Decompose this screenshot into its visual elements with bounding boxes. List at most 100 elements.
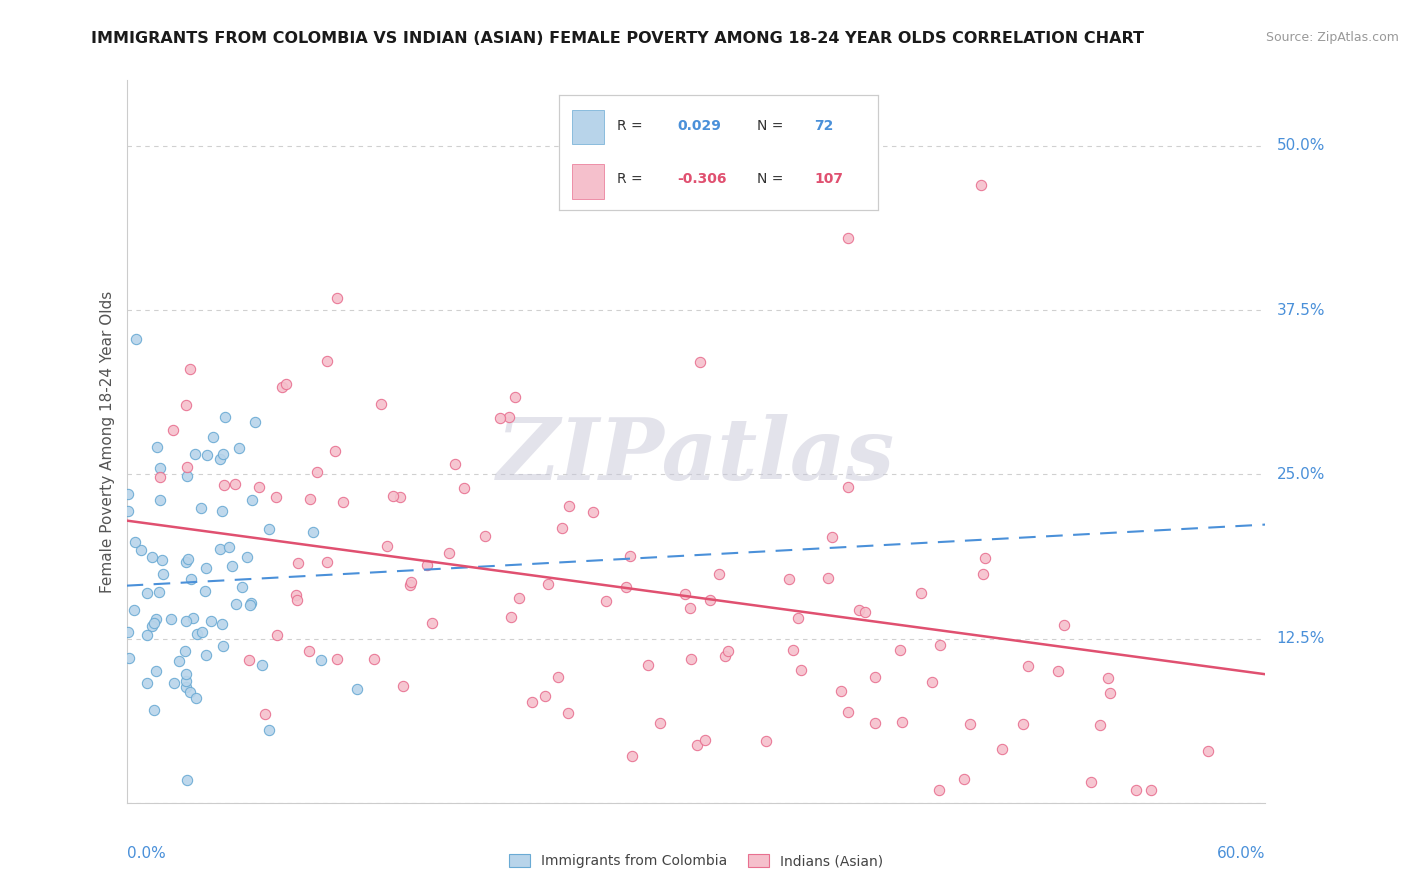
Point	[143, 615, 166, 630]
Text: 60.0%: 60.0%	[1218, 847, 1265, 861]
Point	[141, 619, 163, 633]
Point	[1088, 718, 1111, 732]
Point	[416, 558, 439, 572]
Point	[238, 653, 260, 667]
Point	[679, 652, 702, 666]
Point	[1017, 658, 1039, 673]
Point	[614, 580, 637, 594]
Point	[891, 714, 914, 729]
Point	[325, 444, 347, 458]
Point	[399, 575, 422, 590]
Point	[152, 567, 174, 582]
Point	[190, 501, 212, 516]
Point	[557, 706, 579, 720]
Point	[889, 642, 911, 657]
Point	[225, 598, 247, 612]
Point	[1052, 618, 1074, 632]
Point	[853, 605, 876, 619]
Point	[489, 410, 512, 425]
Point	[117, 487, 139, 501]
Point	[117, 503, 139, 517]
Point	[437, 545, 460, 559]
Point	[534, 689, 557, 703]
Point	[179, 362, 201, 376]
Point	[184, 447, 207, 461]
Point	[1197, 744, 1219, 758]
Point	[266, 628, 288, 642]
Text: 12.5%: 12.5%	[1277, 632, 1324, 646]
Point	[129, 542, 152, 557]
Point	[136, 676, 159, 690]
Point	[420, 616, 443, 631]
Point	[699, 593, 721, 607]
Point	[837, 480, 859, 494]
Point	[973, 550, 995, 565]
Point	[195, 561, 218, 575]
Text: IMMIGRANTS FROM COLOMBIA VS INDIAN (ASIAN) FEMALE POVERTY AMONG 18-24 YEAR OLDS : IMMIGRANTS FROM COLOMBIA VS INDIAN (ASIA…	[91, 31, 1144, 46]
Point	[863, 715, 886, 730]
Point	[302, 525, 325, 540]
Point	[547, 670, 569, 684]
Point	[146, 440, 169, 454]
Point	[186, 627, 208, 641]
Point	[474, 529, 496, 543]
Point	[648, 715, 671, 730]
Point	[194, 584, 217, 599]
Point	[264, 490, 287, 504]
Point	[686, 738, 709, 752]
Point	[143, 703, 166, 717]
Point	[214, 478, 236, 492]
Point	[503, 390, 526, 404]
Point	[160, 612, 183, 626]
Point	[174, 398, 197, 412]
Text: 0.0%: 0.0%	[127, 847, 166, 861]
Point	[191, 624, 214, 639]
Point	[124, 603, 146, 617]
Point	[299, 492, 322, 507]
Point	[176, 460, 198, 475]
Point	[162, 423, 184, 437]
Point	[176, 469, 198, 483]
Point	[970, 178, 993, 193]
Point	[620, 749, 643, 764]
Point	[453, 481, 475, 495]
Point	[679, 601, 702, 615]
Point	[755, 734, 778, 748]
Point	[239, 596, 262, 610]
Point	[551, 521, 574, 535]
Point	[972, 567, 994, 582]
Point	[254, 707, 277, 722]
Point	[181, 610, 204, 624]
Point	[174, 555, 197, 569]
Point	[910, 586, 932, 600]
Point	[136, 586, 159, 600]
Point	[689, 355, 711, 369]
Point	[370, 396, 392, 410]
Point	[250, 657, 273, 672]
Point	[595, 594, 617, 608]
Point	[990, 742, 1012, 756]
Point	[707, 566, 730, 581]
Point	[786, 611, 808, 625]
Point	[179, 685, 201, 699]
Point	[149, 461, 172, 475]
Point	[326, 652, 349, 666]
Point	[619, 549, 641, 563]
Point	[202, 430, 225, 444]
Point	[221, 559, 243, 574]
Point	[537, 576, 560, 591]
Point	[212, 447, 235, 461]
Point	[375, 539, 398, 553]
Legend: Immigrants from Colombia, Indians (Asian): Immigrants from Colombia, Indians (Asian…	[509, 855, 883, 868]
Point	[953, 772, 976, 786]
Text: 25.0%: 25.0%	[1277, 467, 1324, 482]
Text: 50.0%: 50.0%	[1277, 138, 1324, 153]
Point	[928, 638, 950, 652]
Point	[863, 670, 886, 684]
Point	[208, 542, 231, 557]
Point	[211, 504, 233, 518]
Point	[830, 684, 852, 698]
Point	[508, 591, 530, 606]
Point	[837, 705, 859, 719]
Point	[235, 550, 257, 565]
